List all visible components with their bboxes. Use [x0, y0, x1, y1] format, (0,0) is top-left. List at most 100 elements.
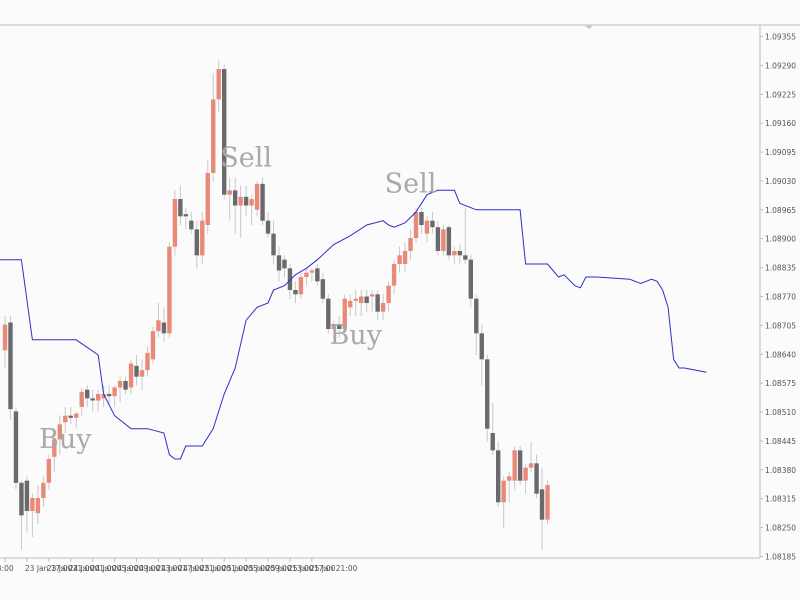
- bearish-candle-body: [446, 227, 452, 256]
- candle: [315, 264, 320, 286]
- candle: [331, 320, 336, 338]
- bearish-candle-body: [8, 322, 13, 410]
- bearish-candle-body: [490, 433, 495, 451]
- x-tick-label: 24 Jan 05:00: [91, 564, 139, 573]
- y-tick-label: 1.09095: [765, 148, 796, 157]
- bullish-candle-body: [512, 450, 517, 481]
- bearish-candle-body: [463, 255, 468, 260]
- y-tick-label: 1.08250: [765, 524, 796, 533]
- x-tick-label: 24 Jan 01:00: [69, 564, 117, 573]
- bullish-candle-body: [380, 303, 386, 312]
- candle: [348, 294, 353, 316]
- candle: [287, 264, 293, 299]
- bearish-candle-body: [260, 183, 265, 221]
- candle: [128, 359, 134, 394]
- candle: [424, 216, 430, 243]
- bullish-candle-body: [79, 391, 84, 407]
- bullish-candle-body: [139, 370, 145, 377]
- bullish-candle-body: [523, 467, 528, 481]
- candle: [380, 294, 386, 321]
- bearish-candle-body: [326, 298, 331, 329]
- candle: [364, 290, 369, 312]
- bearish-candle-body: [134, 365, 139, 377]
- trend-line: [0, 189, 707, 460]
- candle: [200, 212, 205, 264]
- bullish-candle-body: [413, 212, 419, 238]
- candle: [260, 177, 265, 225]
- candle: [265, 212, 271, 238]
- x-tick-label: 25 Jan 21:00: [310, 564, 358, 573]
- candle: [249, 194, 254, 225]
- y-tick-label: 1.08640: [765, 350, 796, 359]
- bullish-candle-body: [254, 183, 260, 210]
- y-tick-label: 1.08185: [765, 553, 796, 562]
- candle: [30, 493, 35, 537]
- bearish-candle-body: [474, 298, 479, 334]
- bearish-candle-body: [496, 450, 501, 503]
- bearish-candle-body: [123, 381, 128, 390]
- candle: [490, 402, 495, 455]
- bearish-candle-body: [90, 398, 95, 401]
- candle: [2, 316, 8, 368]
- x-tick-label: 13:00: [0, 564, 14, 573]
- bearish-candle-body: [243, 196, 249, 206]
- y-tick-label: 1.08575: [765, 379, 796, 388]
- candle: [517, 446, 523, 485]
- bullish-candle-body: [112, 387, 117, 397]
- candle: [369, 290, 375, 312]
- bullish-candle-body: [74, 413, 79, 418]
- candle: [468, 255, 473, 308]
- candle: [24, 476, 30, 533]
- candle: [35, 485, 41, 524]
- x-tick-label: 24 Jan 13:00: [135, 564, 183, 573]
- candle: [112, 385, 117, 407]
- candle: [293, 281, 298, 303]
- candle: [95, 389, 101, 412]
- bearish-candle-body: [19, 482, 24, 516]
- candle: [57, 415, 62, 455]
- bearish-candle-body: [13, 411, 19, 483]
- axes-layer: 1.09355 1.09290 1.09225 1.09160 1.09095 1.090…: [0, 24, 800, 573]
- bullish-candle-body: [172, 199, 178, 247]
- bullish-candle-body: [353, 298, 358, 301]
- bullish-candle-body: [211, 99, 216, 173]
- candle: [452, 246, 457, 264]
- y-tick-label: 1.08900: [765, 235, 796, 244]
- candle: [419, 207, 424, 234]
- candle: [211, 73, 216, 182]
- y-tick-label: 1.09290: [765, 61, 796, 70]
- candle: [391, 259, 397, 295]
- candle: [342, 294, 347, 334]
- bearish-candle-body: [178, 199, 183, 217]
- bullish-candle-body: [441, 229, 446, 251]
- bullish-candle-body: [309, 270, 315, 273]
- candle: [397, 246, 402, 273]
- trend-line-layer: [0, 189, 707, 460]
- bearish-candle-body: [534, 463, 539, 494]
- bullish-candle-body: [408, 238, 413, 251]
- bullish-candle-body: [506, 476, 512, 481]
- candle: [74, 411, 79, 429]
- bullish-candle-body: [30, 498, 35, 511]
- candle: [161, 307, 167, 342]
- candle: [254, 181, 260, 217]
- candle: [167, 242, 172, 338]
- bearish-candle-body: [419, 212, 424, 225]
- candle: [353, 290, 358, 316]
- bearish-candle-body: [435, 227, 441, 251]
- bullish-candle-body: [150, 331, 156, 360]
- y-tick-label: 1.08445: [765, 437, 796, 446]
- bullish-candle-body: [117, 381, 123, 388]
- candle: [501, 476, 506, 529]
- bearish-candle-body: [468, 259, 473, 299]
- candle: [101, 385, 106, 407]
- candle: [523, 463, 528, 494]
- candle: [134, 355, 139, 386]
- candle: [232, 177, 238, 234]
- y-tick-label: 1.08510: [765, 408, 796, 417]
- y-tick-label: 1.08835: [765, 264, 796, 273]
- y-tick-label: 1.09225: [765, 90, 796, 99]
- bullish-candle-body: [238, 196, 243, 206]
